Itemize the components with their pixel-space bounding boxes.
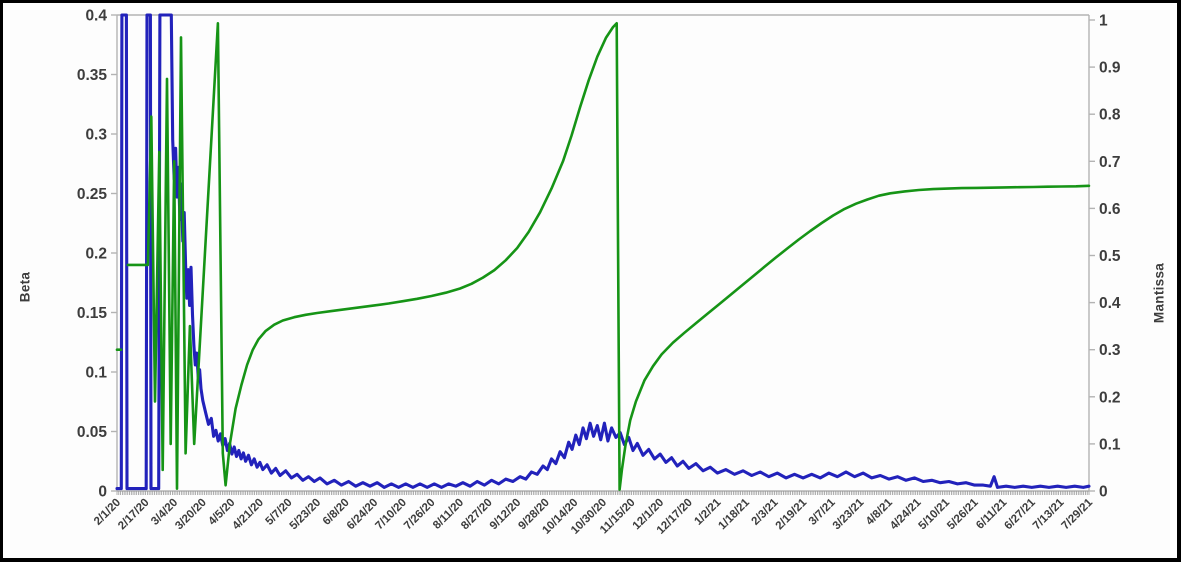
left-axis-ticks: 0.4 0.35 0.3 0.25 0.2 0.15 0.1 0.05 0 <box>77 8 117 501</box>
mantissa-series <box>115 21 1091 491</box>
x-axis-tick-label: 1/18/21 <box>716 496 752 532</box>
right-axis-title: Mantissa <box>1151 262 1167 324</box>
x-axis-tick-label: 7/29/21 <box>1060 496 1096 532</box>
left-axis-tick-label: 0.3 <box>85 127 107 144</box>
right-axis-tick-label: 0.6 <box>1099 201 1121 218</box>
left-axis-tick-label: 0.2 <box>85 246 107 263</box>
x-axis-tick-label: 7/10/20 <box>373 497 409 533</box>
left-axis-tick-label: 0.35 <box>77 67 108 84</box>
left-axis-tick-label: 0.25 <box>77 186 108 203</box>
beta-series <box>115 13 1091 491</box>
right-axis-tick-label: 0.3 <box>1099 342 1121 359</box>
left-axis-tick-label: 0 <box>98 484 107 501</box>
left-axis-tick-label: 0.4 <box>85 8 107 25</box>
x-axis-tick-label: 9/12/20 <box>488 497 524 533</box>
x-axis-tick-label: 3/20/20 <box>173 497 209 533</box>
right-axis-tick-label: 0.5 <box>1099 248 1121 265</box>
beta-series-line <box>115 13 1091 491</box>
right-axis-tick-label: 1 <box>1099 13 1108 30</box>
left-axis-title: Beta <box>17 271 33 303</box>
right-axis-tick-label: 0.1 <box>1099 436 1121 453</box>
right-axis-tick-label: 0.8 <box>1099 107 1121 124</box>
left-axis-tick-label: 0.05 <box>77 424 108 441</box>
left-axis-tick-label: 0.15 <box>77 305 108 322</box>
x-axis-tick-label: 8/27/20 <box>459 497 495 533</box>
x-axis-tick-label: 7/26/20 <box>402 497 438 533</box>
x-axis-tick-label: 6/24/20 <box>345 497 381 533</box>
right-axis-tick-label: 0.2 <box>1099 389 1121 406</box>
right-axis-tick-label: 0.7 <box>1099 154 1121 171</box>
plot-border <box>116 14 1090 492</box>
right-axis-tick-label: 0 <box>1099 484 1108 501</box>
right-axis-ticks: 1 0.9 0.8 0.7 0.6 0.5 0.4 0.3 0.2 0.1 0 <box>1089 13 1121 501</box>
x-axis-tick-label: 2/17/20 <box>116 497 152 533</box>
x-axis-tick-labels: 2/1/202/17/203/4/203/20/204/5/204/21/205… <box>92 496 1096 537</box>
x-axis-tick-label: 4/21/20 <box>230 497 266 533</box>
right-axis-tick-label: 0.9 <box>1099 60 1121 77</box>
x-axis-tick-label: 2/19/21 <box>774 496 810 532</box>
chart-background <box>3 3 1177 558</box>
x-axis-tick-label: 5/23/20 <box>288 497 324 533</box>
right-axis-tick-label: 0.4 <box>1099 295 1121 312</box>
x-axis-tick-label: 5/26/21 <box>945 496 981 532</box>
mantissa-series-line <box>126 21 1091 491</box>
left-axis-tick-label: 0.1 <box>85 365 107 382</box>
x-axis-minor-ticks <box>116 491 1090 495</box>
x-axis-tick-label: 3/23/21 <box>831 496 867 532</box>
